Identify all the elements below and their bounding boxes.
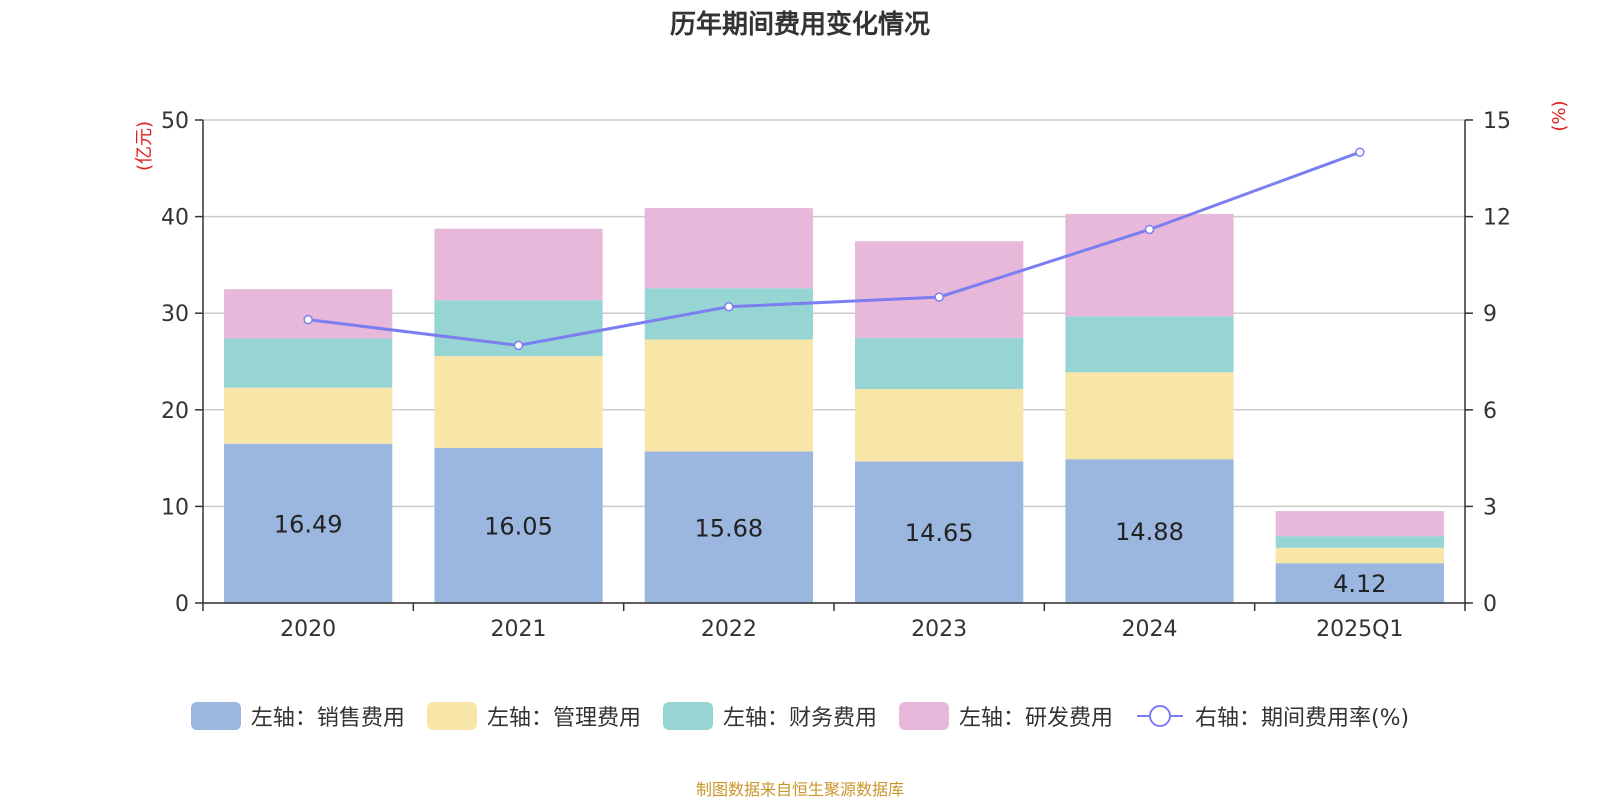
right-tick-label-5: 15 [1483, 109, 1511, 134]
legend-item-admin[interactable]: 左轴：管理费用 [426, 700, 641, 732]
legend-label-admin: 左轴：管理费用 [486, 706, 641, 731]
legend-item-finance[interactable]: 左轴：财务费用 [662, 700, 877, 732]
expense-rate-line [307, 150, 1361, 347]
left-axis-unit-label: (亿元) [134, 121, 155, 171]
bar-1-2025Q1 [1275, 547, 1444, 564]
right-tick-label-3: 9 [1483, 302, 1497, 327]
data-source-note: 制图数据来自恒生聚源数据库 [695, 780, 904, 799]
x-tick-label-2022: 2022 [701, 617, 757, 642]
x-tick-label-2020: 2020 [280, 617, 336, 642]
chart-title: 历年期间费用变化情况 [669, 10, 930, 40]
bar-3-2020 [224, 289, 393, 339]
bar-2-2023 [855, 337, 1024, 390]
right-tick-label-4: 12 [1483, 206, 1511, 231]
expense-rate-point-2025Q1 [1355, 147, 1365, 157]
right-tick-label-2: 6 [1483, 399, 1497, 424]
bar-value-label-2022: 15.68 [694, 514, 763, 542]
legend-swatch-finance [662, 702, 713, 730]
legend-item-expense-rate[interactable]: 右轴：期间费用率(%) [1135, 700, 1409, 732]
expense-rate-point-2023 [934, 292, 944, 302]
right-axis-unit-label: (%) [1549, 100, 1570, 131]
bar-value-label-2020: 16.49 [274, 510, 343, 538]
right-tick-label-0: 0 [1483, 592, 1497, 617]
expense-rate-point-2022 [724, 302, 734, 312]
legend-label-expense-rate: 右轴：期间费用率(%) [1194, 706, 1410, 731]
bar-0-2021 [434, 447, 603, 603]
right-tick-label-1: 3 [1483, 495, 1497, 520]
expense-rate-point-2021 [513, 340, 524, 351]
legend-label-finance: 左轴：财务费用 [722, 706, 877, 731]
bar-1-2020 [224, 387, 393, 444]
x-tick-label-2024: 2024 [1122, 617, 1178, 642]
bar-0-2024 [1065, 459, 1234, 603]
bar-2-2020 [224, 338, 393, 388]
bar-0-2023 [855, 461, 1024, 603]
legend-item-rnd[interactable]: 左轴：研发费用 [898, 700, 1113, 732]
expense-rate-point-2024 [1144, 224, 1155, 235]
bar-1-2024 [1065, 372, 1234, 460]
x-tick-label-2025Q1: 2025Q1 [1316, 617, 1403, 642]
left-tick-label-1: 10 [161, 495, 189, 520]
bar-2-2025Q1 [1275, 536, 1444, 548]
legend-line-marker-icon [1136, 705, 1183, 727]
x-tick-label-2023: 2023 [911, 617, 967, 642]
left-tick-label-5: 50 [161, 109, 189, 134]
left-tick-label-0: 0 [175, 592, 189, 617]
bar-1-2022 [644, 339, 813, 452]
legend-swatch-rnd [898, 702, 949, 730]
left-tick-label-2: 20 [161, 399, 189, 424]
expense-rate-point-2020 [303, 314, 313, 325]
bar-0-2020 [224, 443, 393, 603]
bar-3-2025Q1 [1275, 511, 1444, 537]
legend-label-sales: 左轴：销售费用 [250, 706, 405, 731]
bar-2-2024 [1065, 316, 1234, 373]
x-tick-label-2021: 2021 [491, 617, 547, 642]
bar-value-label-2024: 14.88 [1115, 518, 1184, 546]
bar-value-label-2021: 16.05 [484, 512, 553, 540]
chart-legend: 左轴：销售费用 左轴：管理费用 左轴：财务费用 左轴：研发费用 右轴：期间费用率… [0, 700, 1600, 732]
bar-3-2022 [644, 208, 813, 289]
legend-swatch-admin [426, 702, 477, 730]
bar-value-label-2025Q1: 4.12 [1333, 570, 1386, 598]
bar-0-2025Q1 [1275, 563, 1444, 603]
bar-value-label-2023: 14.65 [905, 519, 974, 547]
left-tick-label-3: 30 [161, 302, 189, 327]
bar-3-2023 [855, 241, 1024, 338]
bar-1-2021 [434, 356, 603, 448]
bar-1-2023 [855, 389, 1024, 462]
bar-2-2022 [644, 288, 813, 340]
bar-3-2021 [434, 228, 603, 301]
left-tick-label-4: 40 [161, 206, 189, 231]
legend-item-sales[interactable]: 左轴：销售费用 [190, 700, 405, 732]
bar-0-2022 [644, 451, 813, 603]
legend-label-rnd: 左轴：研发费用 [958, 706, 1113, 731]
legend-swatch-sales [190, 702, 241, 730]
